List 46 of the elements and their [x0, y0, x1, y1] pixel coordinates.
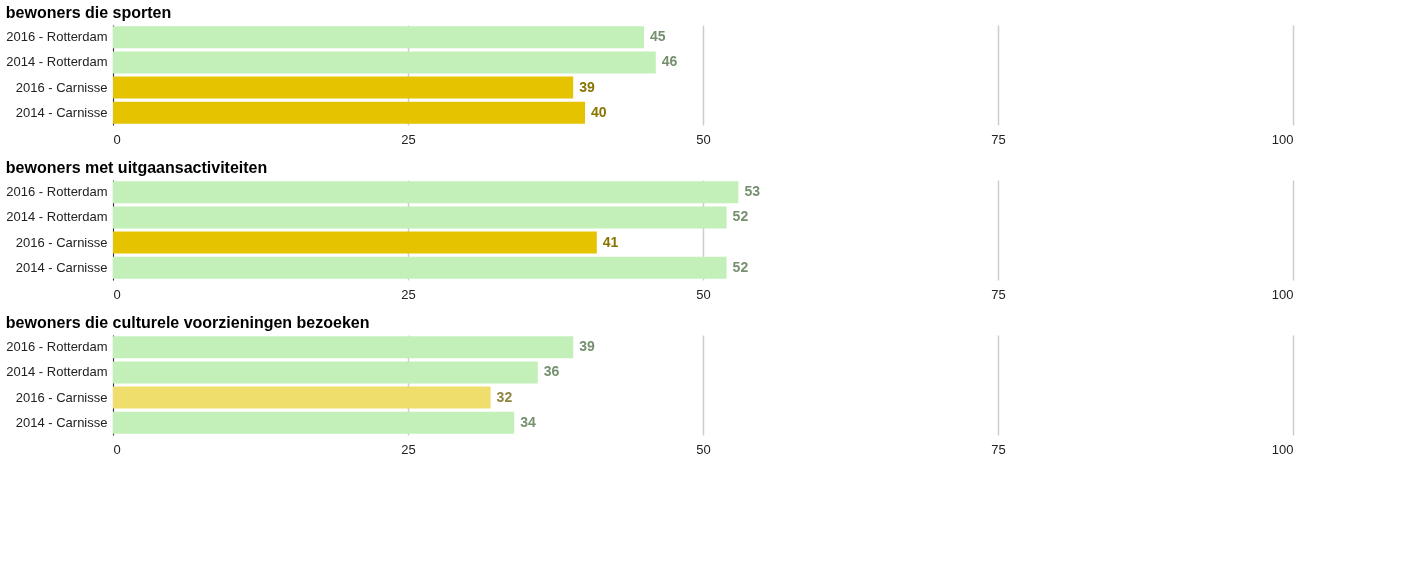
data-label: 39 [579, 78, 595, 95]
data-label: 34 [520, 413, 536, 430]
x-tick-label: 100 [1271, 131, 1294, 147]
x-tick-label: 50 [696, 286, 711, 302]
y-tick-label: 2016 - Rotterdam [6, 29, 108, 45]
chart-title: bewoners met uitgaansactiviteiten [5, 159, 268, 176]
chart-title: bewoners die culturele voorzieningen bezoeken [5, 314, 370, 331]
x-tick-label: 0 [113, 286, 121, 302]
x-tick-label: 50 [696, 131, 711, 147]
data-label: 41 [602, 233, 619, 250]
chart-title: bewoners die sporten [5, 4, 172, 21]
y-tick-label: 2014 - Rotterdam [6, 364, 108, 380]
y-tick-label: 2016 - Carnisse [15, 79, 108, 95]
x-tick-label: 100 [1271, 286, 1294, 302]
y-tick-label: 2016 - Carnisse [15, 234, 108, 250]
x-tick-label: 75 [991, 286, 1006, 302]
y-tick-label: 2016 - Rotterdam [6, 184, 108, 200]
data-label: 32 [496, 388, 513, 405]
bar [113, 51, 656, 74]
y-tick-label: 2016 - Rotterdam [6, 339, 108, 355]
y-tick-label: 2016 - Carnisse [15, 389, 108, 405]
y-tick-label: 2014 - Carnisse [15, 104, 108, 120]
x-tick-label: 0 [113, 131, 121, 147]
x-tick-label: 25 [401, 441, 416, 457]
data-label: 39 [579, 338, 595, 355]
x-tick-label: 25 [401, 286, 416, 302]
data-label: 45 [650, 28, 666, 45]
x-tick-label: 100 [1271, 441, 1294, 457]
x-tick-label: 25 [401, 131, 416, 147]
y-tick-label: 2014 - Rotterdam [6, 209, 108, 225]
x-tick-label: 75 [991, 441, 1006, 457]
y-tick-label: 2014 - Rotterdam [6, 54, 108, 70]
x-tick-label: 75 [991, 131, 1006, 147]
bar [113, 76, 574, 99]
y-tick-label: 2014 - Carnisse [15, 414, 108, 430]
y-tick-label: 2014 - Carnisse [15, 259, 108, 275]
data-label: 52 [732, 208, 749, 225]
data-label: 46 [661, 53, 678, 70]
data-label: 36 [543, 363, 560, 380]
data-label: 52 [732, 258, 749, 275]
x-tick-label: 0 [113, 441, 121, 457]
bar [113, 26, 644, 49]
data-label: 53 [744, 183, 761, 200]
data-label: 40 [591, 103, 607, 120]
bar [113, 101, 585, 124]
x-tick-label: 50 [696, 441, 711, 457]
